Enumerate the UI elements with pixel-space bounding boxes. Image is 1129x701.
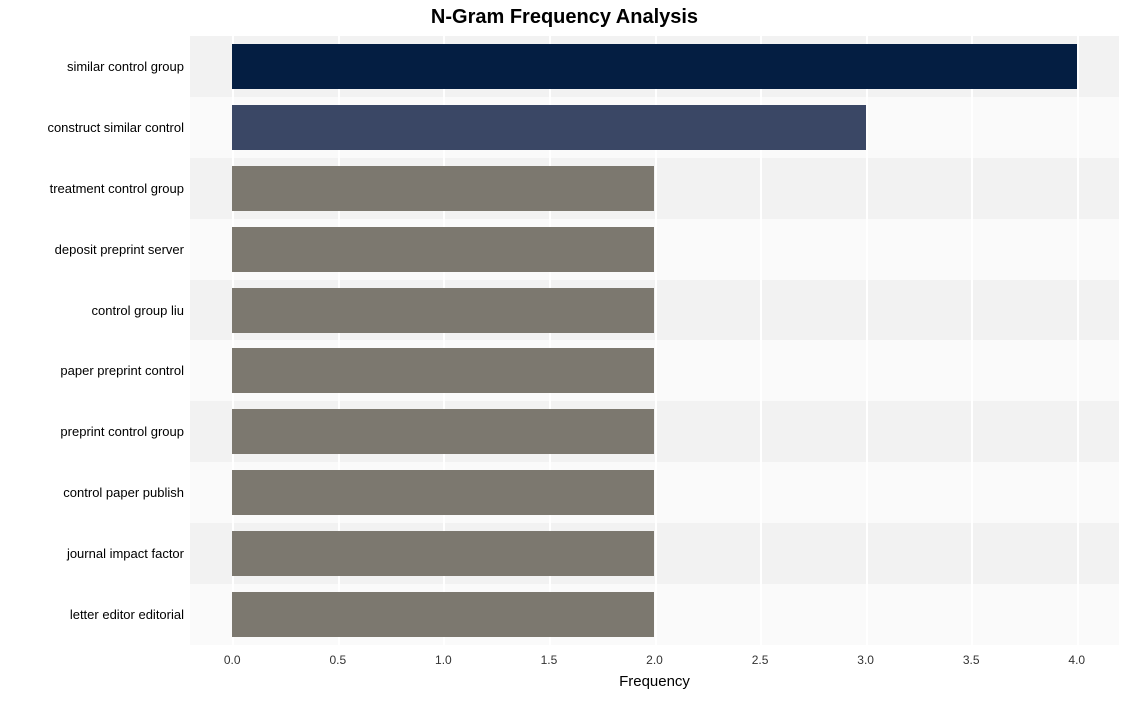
- y-tick-label: paper preprint control: [60, 363, 184, 378]
- bar: [232, 348, 654, 393]
- x-tick-label: 4.0: [1068, 653, 1085, 667]
- x-tick-label: 2.5: [752, 653, 769, 667]
- x-tick-label: 2.0: [646, 653, 663, 667]
- y-tick-label: deposit preprint server: [55, 242, 184, 257]
- bar: [232, 105, 865, 150]
- x-tick-label: 0.5: [329, 653, 346, 667]
- y-tick-label: similar control group: [67, 59, 184, 74]
- y-tick-label: control paper publish: [63, 485, 184, 500]
- chart-title: N-Gram Frequency Analysis: [0, 6, 1129, 29]
- x-tick-label: 3.0: [857, 653, 874, 667]
- grid-line: [866, 36, 868, 645]
- y-tick-label: treatment control group: [50, 181, 184, 196]
- grid-line: [1077, 36, 1079, 645]
- y-tick-label: construct similar control: [47, 120, 184, 135]
- bar: [232, 227, 654, 272]
- x-tick-label: 1.5: [541, 653, 558, 667]
- x-tick-label: 0.0: [224, 653, 241, 667]
- bar: [232, 531, 654, 576]
- bar: [232, 288, 654, 333]
- y-tick-label: letter editor editorial: [70, 607, 184, 622]
- bar: [232, 470, 654, 515]
- bar: [232, 409, 654, 454]
- x-axis-label: Frequency: [190, 673, 1119, 690]
- plot-area: [190, 36, 1119, 645]
- y-tick-label: preprint control group: [60, 424, 184, 439]
- y-tick-label: journal impact factor: [67, 546, 184, 561]
- grid-line: [971, 36, 973, 645]
- bar: [232, 166, 654, 211]
- x-tick-label: 1.0: [435, 653, 452, 667]
- chart-container: N-Gram Frequency Analysis similar contro…: [0, 0, 1129, 701]
- bar: [232, 592, 654, 637]
- y-tick-label: control group liu: [92, 303, 185, 318]
- bar: [232, 44, 1077, 89]
- x-tick-label: 3.5: [963, 653, 980, 667]
